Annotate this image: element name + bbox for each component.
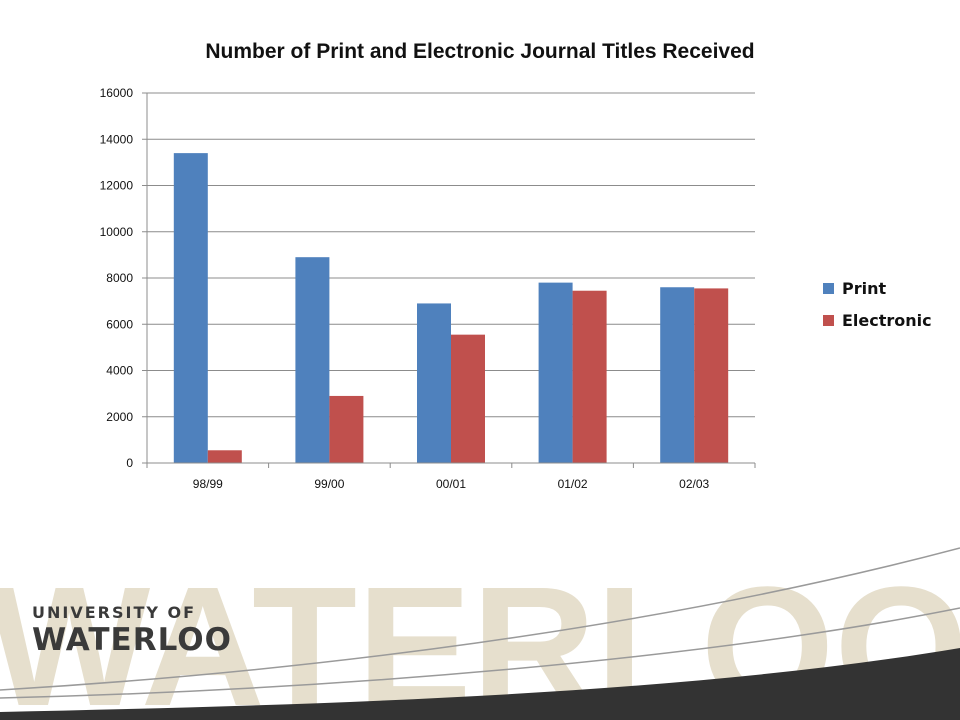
- x-tick-label: 00/01: [436, 477, 466, 491]
- legend-label-print: Print: [842, 278, 887, 298]
- decor-curve-upper: [0, 547, 960, 691]
- legend-swatch-print: [823, 282, 834, 294]
- legend-label-electronic: Electronic: [842, 310, 932, 330]
- y-tick-label: 10000: [100, 225, 134, 239]
- y-tick-label: 8000: [106, 271, 133, 285]
- chart-title: Number of Print and Electronic Journal T…: [205, 40, 755, 63]
- dark-band: [0, 648, 960, 720]
- y-tick-label: 16000: [100, 86, 134, 100]
- y-tick-label: 14000: [100, 132, 134, 146]
- bar-print-99-00: [295, 257, 330, 463]
- x-tick-label: 01/02: [558, 477, 588, 491]
- x-tick-label: 99/00: [314, 477, 344, 491]
- legend-swatch-electronic: [823, 314, 834, 326]
- y-tick-label: 4000: [106, 364, 133, 378]
- university-logo: UNIVERSITY OF WATERLOO: [32, 603, 232, 659]
- legend-item-electronic: Electronic: [823, 310, 932, 330]
- bar-electronic-98-99: [207, 450, 242, 463]
- x-tick-label: 02/03: [679, 477, 709, 491]
- y-tick-label: 6000: [106, 317, 133, 331]
- logo-line-2: WATERLOO: [32, 622, 232, 658]
- bar-electronic-99-00: [329, 395, 364, 463]
- bar-print-01-02: [538, 282, 573, 463]
- decor-curve-lower: [0, 607, 960, 699]
- bar-print-00-01: [417, 303, 451, 463]
- bar-chart: 0 2000 4000 6000 8000 10000 12000 14000 16000 98/…: [100, 86, 756, 491]
- y-tick-label: 2000: [106, 410, 133, 424]
- logo-line-1: UNIVERSITY OF: [32, 603, 197, 622]
- chart-legend: Print Electronic: [823, 278, 932, 342]
- x-tick-label: 98/99: [193, 477, 223, 491]
- legend-item-print: Print: [823, 278, 932, 298]
- y-tick-label: 0: [126, 456, 133, 470]
- bar-electronic-01-02: [572, 290, 607, 463]
- y-tick-label: 12000: [100, 179, 134, 193]
- bar-print-02-03: [660, 287, 695, 463]
- bar-electronic-02-03: [694, 288, 729, 463]
- bar-electronic-00-01: [451, 334, 485, 463]
- bar-print-98-99: [173, 153, 208, 463]
